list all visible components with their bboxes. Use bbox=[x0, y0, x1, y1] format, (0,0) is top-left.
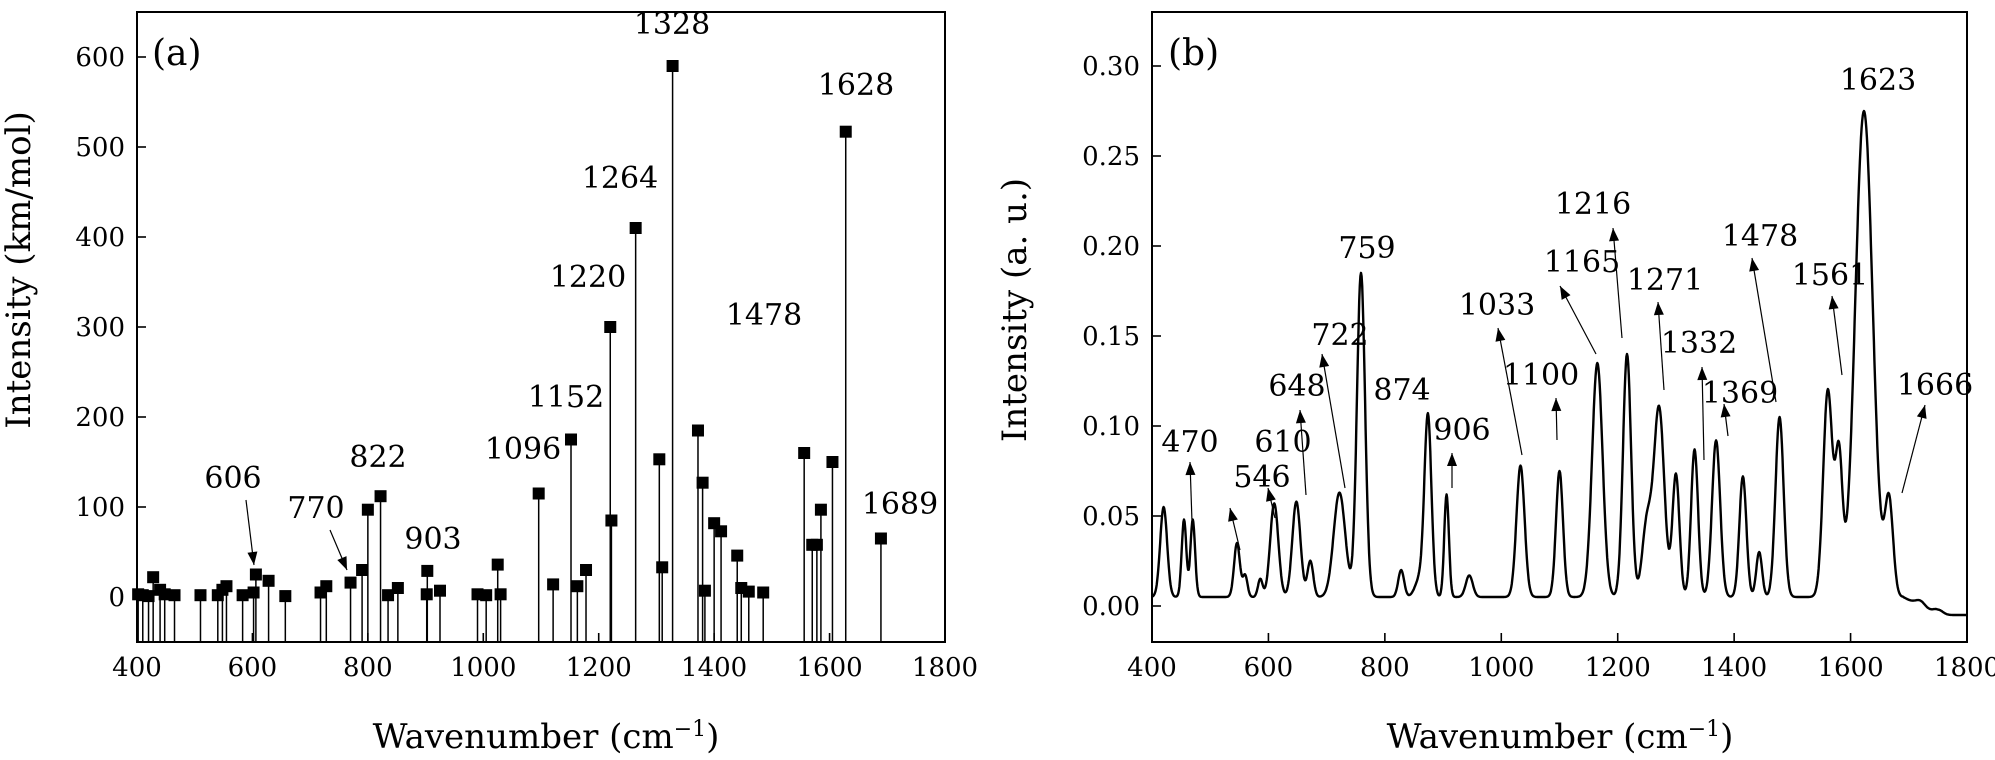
stem-marker bbox=[320, 580, 333, 593]
stem-marker bbox=[194, 589, 207, 602]
annotation-a: 1689 bbox=[862, 487, 938, 522]
stem-marker bbox=[604, 321, 617, 333]
stems-a bbox=[132, 60, 887, 642]
stem-marker bbox=[421, 564, 434, 577]
stem-marker bbox=[480, 589, 493, 602]
stem-marker bbox=[571, 580, 584, 593]
stem-marker bbox=[434, 584, 446, 597]
xtick-label-a: 600 bbox=[228, 653, 278, 683]
annotation-arrowhead-a bbox=[337, 556, 347, 570]
stem-marker bbox=[361, 503, 374, 516]
annotation-a: 903 bbox=[404, 522, 461, 557]
annotation-a: 1478 bbox=[726, 298, 802, 333]
stem-marker bbox=[629, 222, 642, 234]
stem-marker bbox=[356, 564, 369, 576]
annotation-arrowhead-a bbox=[247, 551, 258, 565]
stem-marker bbox=[382, 589, 395, 602]
stem-marker bbox=[249, 568, 262, 581]
xtick-label-a: 1800 bbox=[912, 653, 978, 683]
xlabel-a: Wavenumber (cm−1) bbox=[373, 717, 720, 757]
stem-marker bbox=[653, 453, 666, 466]
annotation-a: 1096 bbox=[485, 432, 561, 467]
stem-marker bbox=[757, 586, 770, 599]
xlabel-a-close: ) bbox=[706, 717, 719, 757]
stem-marker bbox=[715, 525, 728, 538]
annotation-a: 606 bbox=[204, 461, 261, 496]
stem-marker bbox=[731, 549, 744, 562]
ytick-label-a: 400 bbox=[75, 223, 125, 253]
ticks-a: 400 600 800 1000 1200 1400 1600 1800 0 100 200 300 4… bbox=[75, 43, 978, 683]
stem-marker bbox=[374, 490, 387, 503]
annotation-a: 770 bbox=[287, 491, 344, 526]
stem-marker bbox=[262, 574, 275, 587]
ytick-label-a: 100 bbox=[75, 493, 125, 523]
xtick-label-a: 1600 bbox=[796, 653, 862, 683]
ytick-label-a: 500 bbox=[75, 133, 125, 163]
stem-marker bbox=[698, 584, 711, 597]
stem-marker bbox=[826, 456, 839, 468]
stem-marker bbox=[742, 585, 755, 598]
stem-marker bbox=[565, 433, 578, 446]
stem-marker bbox=[491, 558, 504, 571]
stem-marker bbox=[168, 589, 181, 602]
ytick-label-a: 200 bbox=[75, 403, 125, 433]
stem-marker bbox=[666, 60, 679, 72]
stem-marker bbox=[605, 514, 618, 527]
plot-frame-a bbox=[136, 11, 946, 643]
xtick-label-a: 800 bbox=[343, 653, 393, 683]
stem-marker bbox=[580, 564, 593, 576]
stem-marker bbox=[874, 532, 887, 545]
xlabel-a-main: Wavenumber (cm bbox=[373, 717, 674, 757]
stem-marker bbox=[220, 580, 233, 593]
stem-marker bbox=[839, 125, 852, 138]
stem-marker bbox=[814, 503, 827, 516]
ytick-label-a: 600 bbox=[75, 43, 125, 73]
stem-marker bbox=[696, 476, 709, 489]
ytick-label-a: 300 bbox=[75, 313, 125, 343]
stem-marker bbox=[656, 561, 669, 574]
xtick-label-a: 400 bbox=[112, 653, 162, 683]
stem-marker bbox=[532, 487, 545, 500]
xlabel-a-sup: −1 bbox=[674, 717, 706, 742]
annotation-a: 1152 bbox=[528, 380, 604, 415]
xtick-label-a: 1400 bbox=[681, 653, 747, 683]
stem-marker bbox=[494, 588, 507, 601]
ytick-label-a: 0 bbox=[108, 583, 125, 613]
stem-marker bbox=[247, 586, 260, 599]
annotation-a: 822 bbox=[349, 440, 406, 475]
ylabel-a: Intensity (km/mol) bbox=[0, 111, 39, 428]
stem-marker bbox=[344, 576, 357, 589]
stem-marker bbox=[798, 447, 811, 459]
stem-marker bbox=[158, 588, 171, 601]
stem-marker bbox=[547, 578, 560, 591]
stem-marker bbox=[810, 538, 823, 551]
annotation-a: 1628 bbox=[818, 68, 894, 103]
y-axis-label-a: Intensity (km/mol) bbox=[0, 111, 39, 428]
annotations-a: 6067708229031096115212201264132814781628… bbox=[204, 7, 938, 571]
stem-marker bbox=[236, 589, 249, 602]
stem-marker bbox=[691, 424, 704, 437]
annotation-a: 1264 bbox=[582, 161, 658, 196]
panel-label-a: (a) bbox=[152, 33, 202, 74]
annotation-a: 1220 bbox=[550, 260, 626, 295]
xtick-label-a: 1200 bbox=[566, 653, 632, 683]
xtick-label-a: 1000 bbox=[450, 653, 516, 683]
stem-marker bbox=[391, 582, 404, 594]
stem-marker bbox=[142, 590, 155, 603]
stem-marker bbox=[279, 590, 292, 603]
stem-marker bbox=[147, 571, 160, 584]
